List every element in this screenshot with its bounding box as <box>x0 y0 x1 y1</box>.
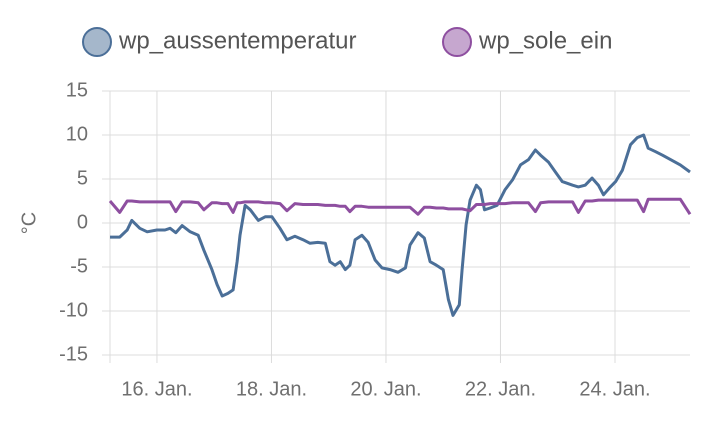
x-tick-label: 20. Jan. <box>350 378 421 400</box>
x-tick-label: 22. Jan. <box>465 378 536 400</box>
x-tick-label: 24. Jan. <box>579 378 650 400</box>
series-line <box>110 133 691 317</box>
y-tick-label: 15 <box>66 79 88 101</box>
y-tick-label: 0 <box>77 211 88 233</box>
x-tick-label: 18. Jan. <box>236 378 307 400</box>
y-tick-label: 10 <box>66 123 88 145</box>
y-tick-label: -5 <box>70 255 88 277</box>
legend-marker[interactable] <box>82 27 112 57</box>
y-axis-label: °C <box>18 212 40 234</box>
series-line <box>108 197 692 216</box>
y-tick-label: 5 <box>77 167 88 189</box>
y-tick-label: -15 <box>59 343 88 365</box>
legend-marker[interactable] <box>442 27 472 57</box>
legend-label[interactable]: wp_aussentemperatur <box>118 27 356 54</box>
legend-label[interactable]: wp_sole_ein <box>478 27 612 54</box>
y-tick-label: -10 <box>59 299 88 321</box>
x-tick-label: 16. Jan. <box>121 378 192 400</box>
